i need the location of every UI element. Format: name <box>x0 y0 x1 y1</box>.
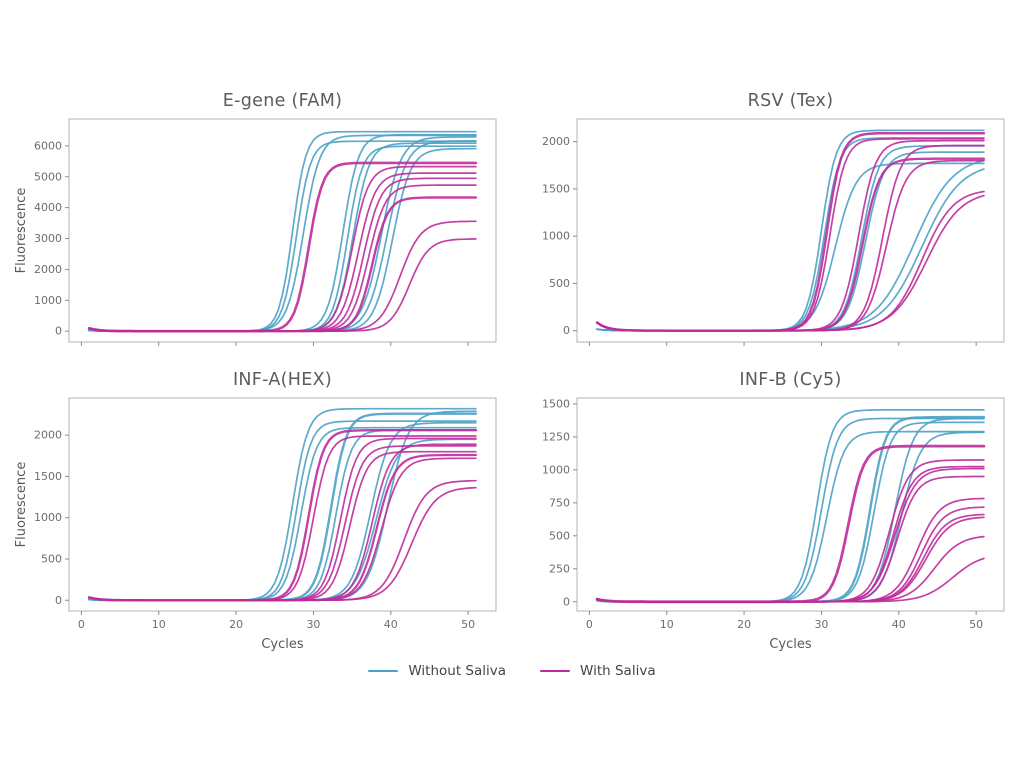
legend-line-with-saliva-icon <box>540 669 571 673</box>
svg-text:40: 40 <box>892 618 906 631</box>
legend-item-with-saliva: With Saliva <box>540 663 656 679</box>
svg-text:20: 20 <box>737 618 751 631</box>
panel-title-rsv-tex: RSV (Tex) <box>747 91 834 111</box>
svg-text:10: 10 <box>660 618 674 631</box>
svg-text:3000: 3000 <box>34 232 62 245</box>
svg-text:Cycles: Cycles <box>769 637 812 652</box>
rsv-tex-plot: 0 500 1000 1500 2000 <box>542 118 1005 346</box>
legend-line-without-saliva-icon <box>368 669 399 673</box>
svg-text:0: 0 <box>563 595 570 608</box>
svg-text:Cycles: Cycles <box>261 637 304 652</box>
svg-text:500: 500 <box>549 529 570 542</box>
svg-text:50: 50 <box>461 618 475 631</box>
svg-text:6000: 6000 <box>34 139 62 152</box>
svg-text:0: 0 <box>586 618 593 631</box>
svg-text:1500: 1500 <box>34 470 62 483</box>
infa-hex-plot: 0 10 20 30 40 500500100015002000FluorescenceC… <box>14 397 497 652</box>
panel-egene-fam: E-gene (FAM) 0 1000 2000 3000 4000 5000 6000 Fl… <box>11 88 505 357</box>
panel-infb-cy5: INF-B (Cy5) 0 10 20 30 40 50 0 250 500 750 1000 125… <box>519 367 1013 655</box>
qpcr-figure: E-gene (FAM) 0 1000 2000 3000 4000 5000 6000 Fl… <box>0 88 1024 679</box>
svg-text:750: 750 <box>549 496 570 509</box>
svg-text:1000: 1000 <box>34 511 62 524</box>
svg-text:50: 50 <box>969 618 983 631</box>
svg-text:5000: 5000 <box>34 170 62 183</box>
svg-text:1250: 1250 <box>542 430 570 443</box>
svg-text:1000: 1000 <box>542 230 570 243</box>
svg-text:1500: 1500 <box>542 182 570 195</box>
svg-text:2000: 2000 <box>542 135 570 148</box>
panel-title-infb-cy5: INF-B (Cy5) <box>739 370 842 390</box>
egene-fam-plot: 0 1000 2000 3000 4000 5000 6000 Fluorescence <box>14 118 497 346</box>
legend-label-without-saliva: Without Saliva <box>408 663 507 679</box>
svg-text:Fluorescence: Fluorescence <box>14 462 29 548</box>
svg-text:2000: 2000 <box>34 429 62 442</box>
svg-text:30: 30 <box>814 618 828 631</box>
svg-text:4000: 4000 <box>34 201 62 214</box>
svg-text:1000: 1000 <box>34 294 62 307</box>
svg-text:1000: 1000 <box>542 463 570 476</box>
svg-text:0: 0 <box>563 324 570 337</box>
panel-grid: E-gene (FAM) 0 1000 2000 3000 4000 5000 6000 Fl… <box>11 88 1013 655</box>
svg-text:Fluorescence: Fluorescence <box>14 188 29 274</box>
svg-text:500: 500 <box>41 552 62 565</box>
svg-text:20: 20 <box>229 618 243 631</box>
panel-infa-hex: INF-A(HEX) 0 10 20 30 40 50 0 500 1000 1500 2000 Fl… <box>11 367 505 655</box>
svg-text:30: 30 <box>306 618 320 631</box>
panel-title-egene-fam: E-gene (FAM) <box>222 91 343 111</box>
panel-title-infa-hex: INF-A(HEX) <box>232 370 333 390</box>
svg-text:250: 250 <box>549 562 570 575</box>
panel-rsv-tex: RSV (Tex) 0 500 1000 1500 2000 <box>519 88 1013 357</box>
svg-text:2000: 2000 <box>34 263 62 276</box>
svg-text:0: 0 <box>55 325 62 338</box>
legend: Without Saliva With Saliva <box>368 663 656 679</box>
svg-text:1500: 1500 <box>542 397 570 410</box>
svg-text:0: 0 <box>55 594 62 607</box>
svg-text:10: 10 <box>152 618 166 631</box>
svg-text:500: 500 <box>549 277 570 290</box>
legend-item-without-saliva: Without Saliva <box>368 663 506 679</box>
legend-label-with-saliva: With Saliva <box>580 663 656 679</box>
svg-text:0: 0 <box>78 618 85 631</box>
svg-text:40: 40 <box>384 618 398 631</box>
